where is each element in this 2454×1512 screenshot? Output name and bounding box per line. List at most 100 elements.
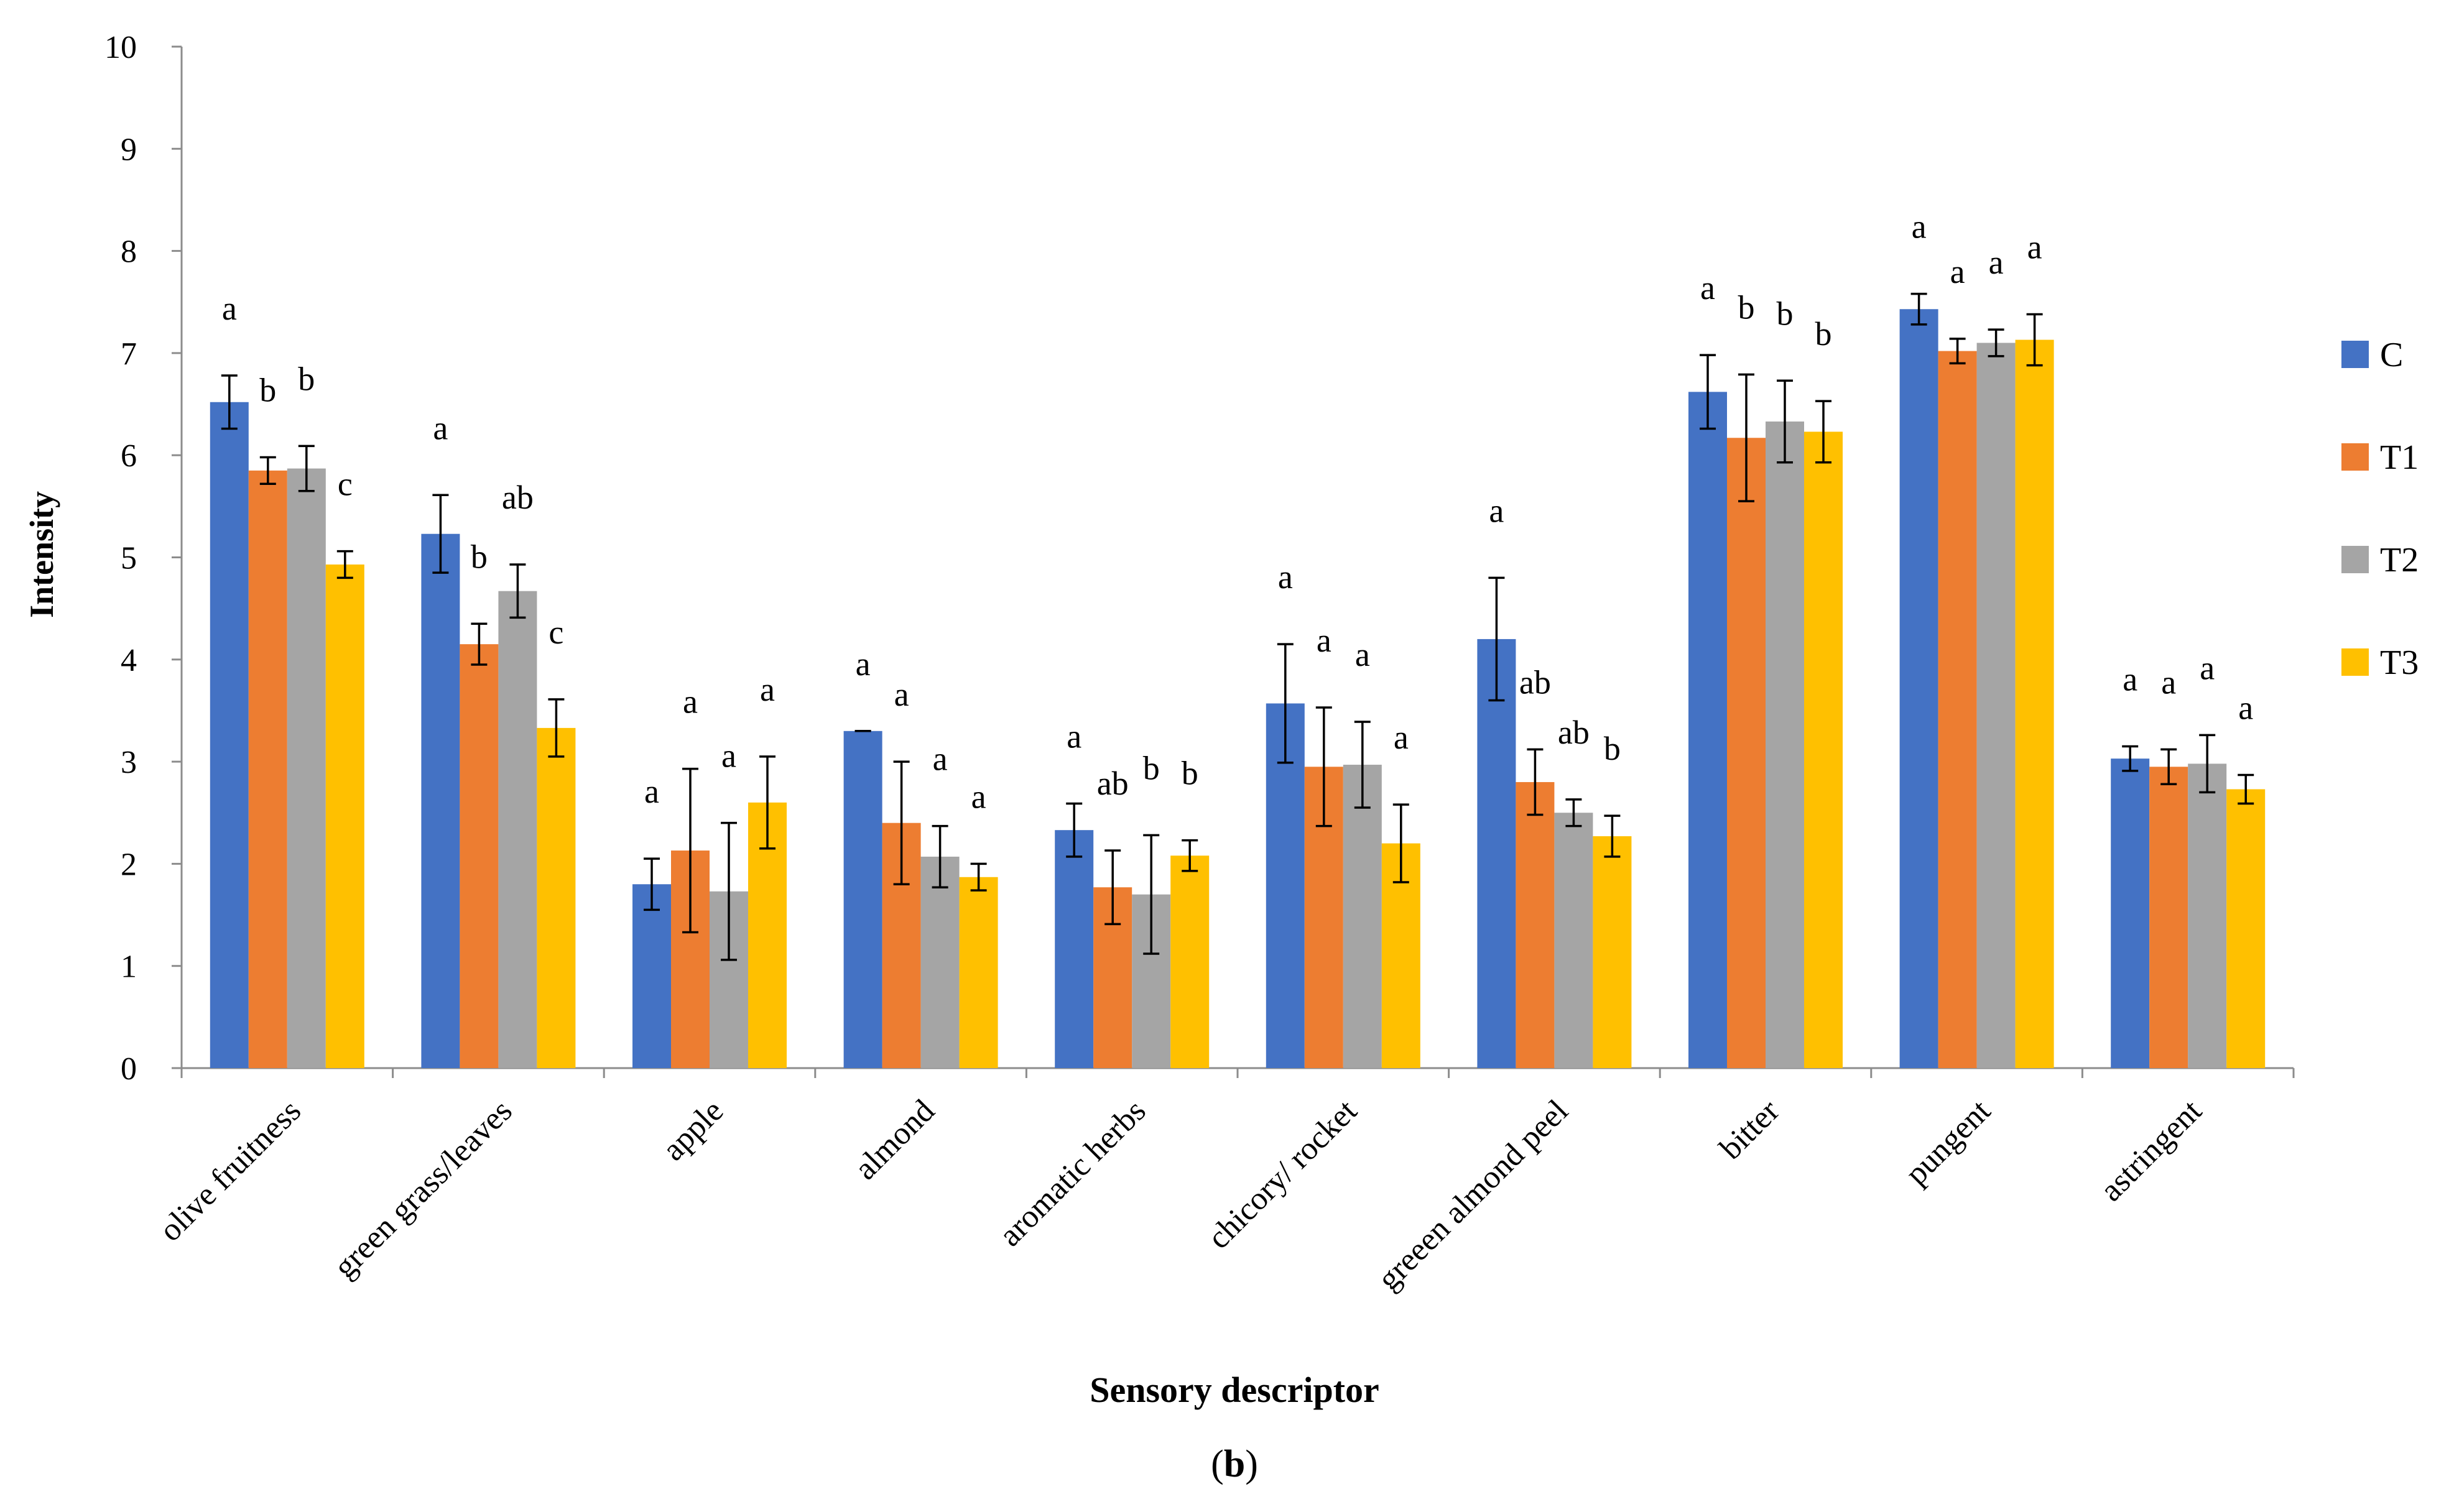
significance-letter: a bbox=[1394, 719, 1409, 756]
significance-letter: a bbox=[1317, 622, 1331, 659]
significance-letter: b bbox=[1182, 755, 1198, 792]
bar-C bbox=[843, 731, 882, 1068]
significance-letter: a bbox=[1989, 244, 2004, 281]
significance-letter: a bbox=[433, 409, 448, 446]
significance-letter: c bbox=[549, 614, 563, 651]
significance-letter: a bbox=[644, 773, 659, 810]
significance-letter: a bbox=[2161, 663, 2176, 701]
bar-T1 bbox=[1727, 438, 1766, 1068]
significance-letter: ab bbox=[1519, 663, 1551, 701]
x-tick-label: green grass/leaves bbox=[327, 1093, 519, 1285]
bar-C bbox=[210, 402, 249, 1069]
axis-labels: Intensity Sensory descriptor ( b) bbox=[23, 491, 1379, 1485]
bar-C bbox=[1477, 638, 1516, 1068]
bar-T3 bbox=[1593, 836, 1632, 1068]
bar-T1 bbox=[248, 470, 287, 1068]
y-tick-label: 0 bbox=[121, 1051, 137, 1087]
significance-letter: a bbox=[1489, 492, 1504, 529]
bar-T3 bbox=[537, 727, 576, 1068]
significance-letter: a bbox=[933, 740, 948, 778]
bars bbox=[210, 309, 2266, 1069]
error-bars bbox=[221, 292, 2254, 961]
bar-T1 bbox=[460, 644, 499, 1068]
y-tick-label: 6 bbox=[121, 438, 137, 474]
bar-C bbox=[1266, 703, 1305, 1068]
y-tick-label: 1 bbox=[121, 949, 137, 985]
legend-label: T3 bbox=[2380, 643, 2419, 682]
y-tick-label: 5 bbox=[121, 541, 137, 576]
bar-T2 bbox=[1976, 343, 2016, 1068]
significance-letter: b bbox=[1738, 288, 1755, 326]
legend-label: T1 bbox=[2380, 438, 2419, 477]
bar-T2 bbox=[1766, 421, 1804, 1069]
bar-T1 bbox=[1516, 781, 1555, 1068]
bar-T1 bbox=[2149, 767, 2188, 1068]
significance-letter: a bbox=[2027, 228, 2042, 265]
bar-T2 bbox=[498, 591, 537, 1068]
bar-T3 bbox=[959, 877, 998, 1068]
significance-letter: a bbox=[2238, 689, 2253, 726]
bar-T3 bbox=[1170, 855, 1210, 1068]
bar-C bbox=[632, 884, 671, 1068]
bar-T3 bbox=[2226, 789, 2266, 1068]
significance-letter: a bbox=[683, 683, 698, 721]
y-tick-label: 4 bbox=[121, 643, 137, 678]
significance-letter: a bbox=[1700, 269, 1715, 307]
x-tick-label: greeen almond peel bbox=[1371, 1093, 1575, 1297]
y-tick-label: 3 bbox=[121, 745, 137, 780]
bar-T2 bbox=[920, 856, 960, 1068]
significance-letter: b bbox=[1777, 295, 1794, 332]
y-tick-label: 10 bbox=[104, 30, 137, 65]
significance-letter: a bbox=[1278, 558, 1293, 596]
significance-letter: a bbox=[1355, 636, 1370, 673]
significance-letter: a bbox=[222, 290, 237, 327]
legend: C T1 T2 T3 bbox=[2341, 336, 2419, 682]
significance-letter: a bbox=[1067, 717, 1081, 755]
bar-T3 bbox=[325, 565, 364, 1068]
legend-swatch-T3 bbox=[2341, 648, 2369, 676]
significance-letter: a bbox=[721, 737, 736, 775]
significance-letter: c bbox=[338, 466, 353, 503]
x-tick-label: olive fruitness bbox=[152, 1093, 308, 1248]
significance-letter: a bbox=[894, 676, 909, 713]
bar-T2 bbox=[1554, 813, 1593, 1068]
significance-letter: b bbox=[298, 360, 315, 397]
significance-letter: ab bbox=[1097, 765, 1129, 802]
legend-swatch-T2 bbox=[2341, 546, 2369, 573]
bar-T2 bbox=[1343, 765, 1382, 1068]
significance-letter: b bbox=[471, 538, 488, 575]
significance-letter: b bbox=[1604, 730, 1621, 767]
bar-C bbox=[1688, 392, 1727, 1068]
bar-C bbox=[1055, 830, 1094, 1068]
significance-letter: a bbox=[760, 671, 775, 708]
bar-T2 bbox=[2188, 763, 2227, 1068]
bar-C bbox=[421, 533, 460, 1068]
significance-letter: a bbox=[971, 778, 986, 815]
caption-prefix: ( bbox=[1211, 1443, 1224, 1485]
bar-T3 bbox=[2015, 339, 2054, 1068]
bar-C bbox=[1899, 309, 1938, 1069]
significance-letter: a bbox=[1950, 253, 1965, 290]
x-axis-title: Sensory descriptor bbox=[1090, 1370, 1379, 1410]
significance-letter: b bbox=[1815, 315, 1832, 353]
significance-letter: ab bbox=[502, 479, 534, 516]
significance-letter: a bbox=[2200, 649, 2215, 686]
y-tick-label: 2 bbox=[121, 847, 137, 882]
significance-letter: ab bbox=[1558, 714, 1590, 751]
bar-C bbox=[2111, 758, 2150, 1068]
x-tick-label: aromatic herbs bbox=[993, 1093, 1153, 1253]
x-tick-label: almond bbox=[848, 1093, 942, 1187]
y-axis-title: Intensity bbox=[23, 491, 60, 618]
legend-swatch-C bbox=[2341, 341, 2369, 368]
y-tick-label: 7 bbox=[121, 336, 137, 372]
x-tick-label: pungent bbox=[1899, 1093, 1998, 1192]
x-tick-label: astringent bbox=[2093, 1093, 2209, 1209]
significance-letter: b bbox=[259, 371, 276, 408]
bar-T3 bbox=[1804, 431, 1843, 1068]
caption-suffix: ) bbox=[1245, 1443, 1258, 1485]
y-tick-label: 9 bbox=[121, 132, 137, 167]
significance-letter: b bbox=[1143, 749, 1160, 786]
